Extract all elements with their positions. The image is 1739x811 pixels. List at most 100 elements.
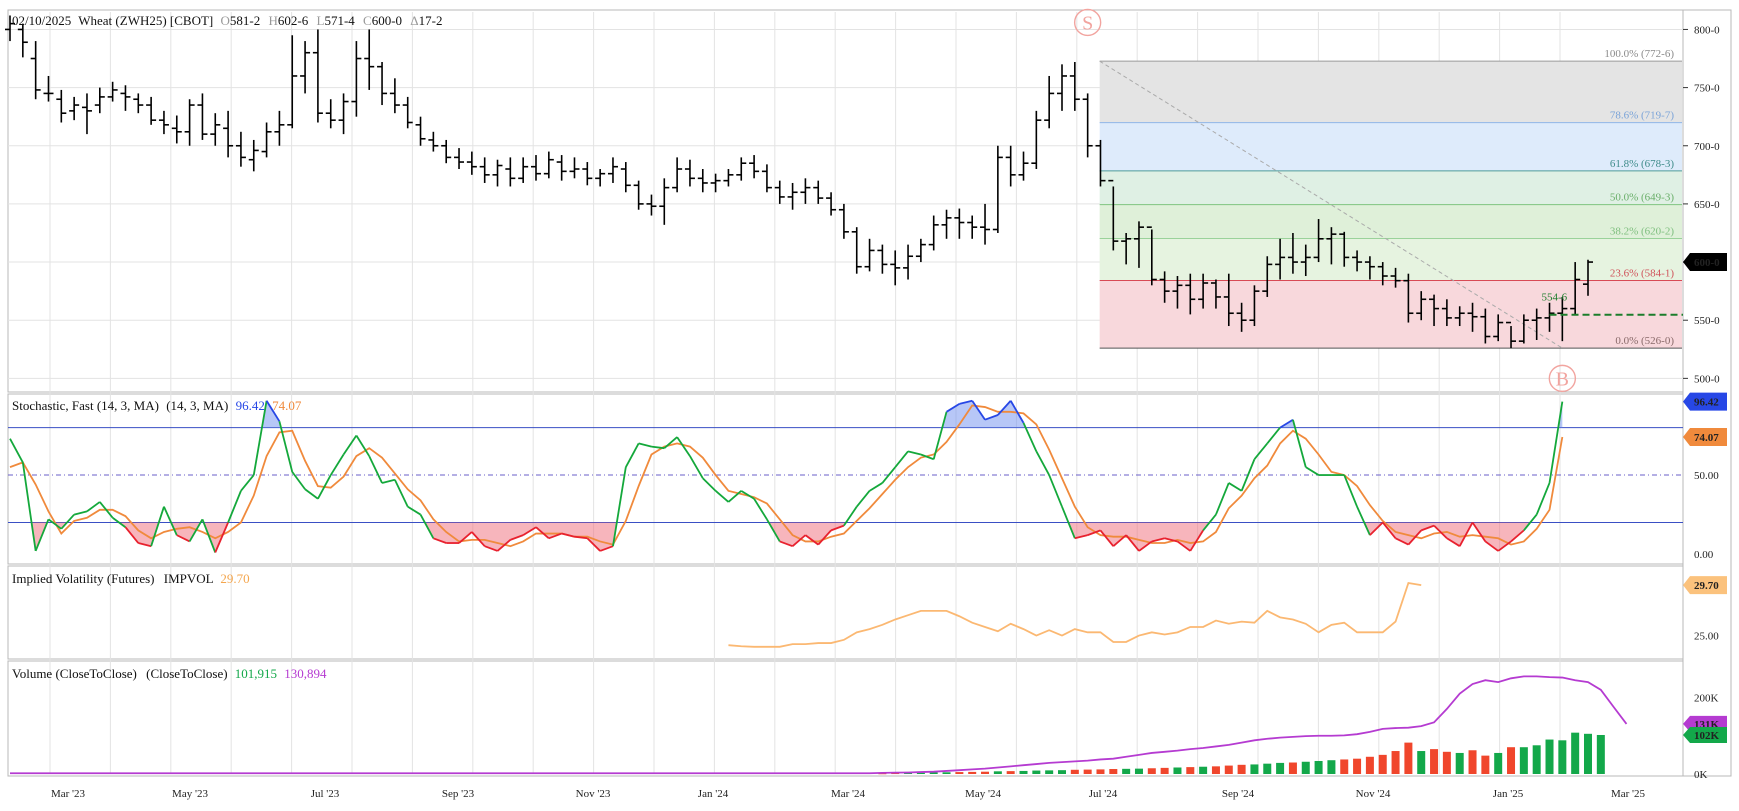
ohlc-bar: [595, 169, 606, 187]
ohlc-bar: [338, 93, 349, 135]
volume-bar: [1250, 764, 1259, 774]
volume-tick-label: 0K: [1694, 769, 1708, 781]
ohlc-high-key: H: [269, 13, 278, 28]
ohlc-open: 581-2: [230, 13, 260, 28]
volume-bar: [1096, 769, 1105, 774]
stochastic-k-segment: [419, 514, 435, 539]
ohlc-bar: [1493, 314, 1504, 342]
stochastic-k-segment: [1535, 482, 1551, 515]
stochastic-d-box: [1683, 427, 1727, 446]
ohlc-bar: [235, 131, 246, 167]
volume-bar: [1340, 759, 1349, 774]
ohlc-bar: [428, 131, 439, 152]
buy-signal-circle: [1548, 364, 1577, 393]
volume-bar: [1032, 770, 1041, 774]
stochastic-k-segment: [510, 534, 524, 541]
stochastic-k-segment: [240, 474, 255, 492]
volume-bar: [904, 772, 913, 774]
impvol-pane[interactable]: [7, 565, 1684, 660]
stochastic-k-segment: [1202, 514, 1217, 531]
ohlc-bar: [30, 41, 41, 100]
stochastic-k-segment: [548, 532, 562, 540]
stochastic-k-segment: [150, 506, 165, 547]
impvol-name: Implied Volatility (Futures): [12, 571, 155, 586]
ohlc-bar: [120, 85, 131, 111]
fib-zone: [1099, 238, 1682, 281]
ohlc-bar: [1390, 267, 1401, 288]
stochastic-k-segment: [946, 403, 960, 413]
ohlc-bar: [531, 155, 541, 181]
price-tick-label: 750-0: [1694, 83, 1720, 95]
stochastic-k-segment: [112, 517, 126, 528]
stochastic-k-segment: [1510, 529, 1525, 543]
stochastic-k-segment: [34, 518, 50, 552]
ohlc-bar: [454, 148, 465, 170]
ohlc-bar: [479, 157, 490, 183]
fib-level-label: 50.0% (649-3): [1610, 192, 1674, 204]
stochastic-k-segment: [997, 400, 1012, 416]
ohlc-bar: [1570, 262, 1581, 315]
stochastic-k-segment: [1369, 521, 1384, 536]
stochastic-k-segment: [1138, 540, 1153, 552]
stochastic-k-segment: [920, 453, 935, 461]
stochastic-k-segment: [163, 506, 178, 536]
stochastic-k-segment: [843, 506, 858, 527]
stochastic-k-segment: [1228, 482, 1243, 492]
volume-bar: [1391, 751, 1400, 774]
stochastic-k-segment: [1164, 537, 1178, 543]
stochastic-k-segment: [804, 534, 819, 546]
x-tick-label: Nov '23: [576, 788, 611, 800]
ohlc-bar: [1236, 302, 1247, 332]
ohlc-bar: [710, 173, 721, 193]
stochastic-k-segment: [522, 526, 537, 536]
volume-name: Volume (CloseToClose): [12, 666, 137, 681]
ohlc-low: 571-4: [324, 13, 355, 28]
volume-bar: [1160, 767, 1169, 774]
ohlc-bar: [1005, 145, 1016, 187]
ohlc-bar: [1531, 308, 1542, 340]
ohlc-bar: [1223, 273, 1234, 327]
ohlc-bar: [1133, 221, 1144, 268]
stochastic-k-segment: [561, 532, 575, 538]
volume-bar: [1199, 766, 1208, 774]
price-annotations: S B 554-6: [1073, 8, 1683, 393]
ohlc-bar: [633, 180, 644, 210]
ohlc-bar: [17, 23, 28, 58]
ohlc-bar: [133, 93, 144, 114]
stochastic-k-segment: [496, 539, 511, 552]
ohlc-bar: [826, 192, 837, 216]
ohlc-bar: [325, 99, 336, 129]
ohlc-bar: [1339, 231, 1350, 267]
volume-bar: [1288, 762, 1297, 774]
volume-pane[interactable]: [7, 660, 1684, 777]
volume-bar: [1481, 755, 1490, 774]
oversold-fill: [424, 522, 617, 551]
price-tick-label: 800-0: [1694, 24, 1720, 36]
ohlc-bar: [1069, 62, 1080, 111]
ohlc-bar: [1352, 250, 1363, 272]
stochastic-k-segment: [201, 518, 217, 553]
stochastic-k-segment: [1035, 450, 1050, 476]
stochastic-k-segment: [676, 436, 691, 457]
ohlc-high: 602-6: [278, 13, 309, 28]
stochastic-tick-label: 0.00: [1694, 549, 1714, 561]
last-price-label: 600-0: [1694, 257, 1720, 269]
ohlc-bar: [1364, 256, 1375, 280]
ohlc-bar: [300, 41, 311, 94]
stochastic-k-segment: [651, 445, 665, 450]
ohlc-bar: [556, 155, 567, 181]
volume-tick-label: 200K: [1694, 692, 1719, 704]
volume-bar: [1584, 733, 1592, 774]
ohlc-bar: [158, 110, 169, 135]
ohlc-bar: [749, 155, 760, 179]
ohlc-bar: [171, 115, 182, 144]
ohlc-bar: [1198, 273, 1209, 309]
ohlc-bar: [659, 178, 670, 225]
stochastic-k-segment: [124, 526, 139, 544]
stochastic-d-line: [9, 404, 1564, 548]
stochastic-k-segment: [1407, 529, 1422, 546]
stochastic-k-segment: [740, 490, 755, 500]
impvol-value: 29.70: [220, 571, 249, 586]
volume-bar: [1571, 732, 1580, 774]
